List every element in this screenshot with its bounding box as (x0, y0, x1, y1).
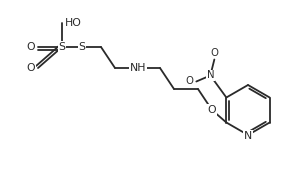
Text: S: S (78, 42, 86, 52)
Text: N: N (207, 70, 214, 80)
Text: O: O (208, 105, 216, 115)
Text: O: O (210, 47, 218, 57)
Text: NH: NH (130, 63, 146, 73)
Text: HO: HO (65, 18, 82, 28)
Text: O: O (26, 42, 35, 52)
Text: O: O (26, 63, 35, 73)
Text: O: O (185, 77, 193, 87)
Text: S: S (59, 42, 66, 52)
Text: N: N (244, 131, 252, 141)
